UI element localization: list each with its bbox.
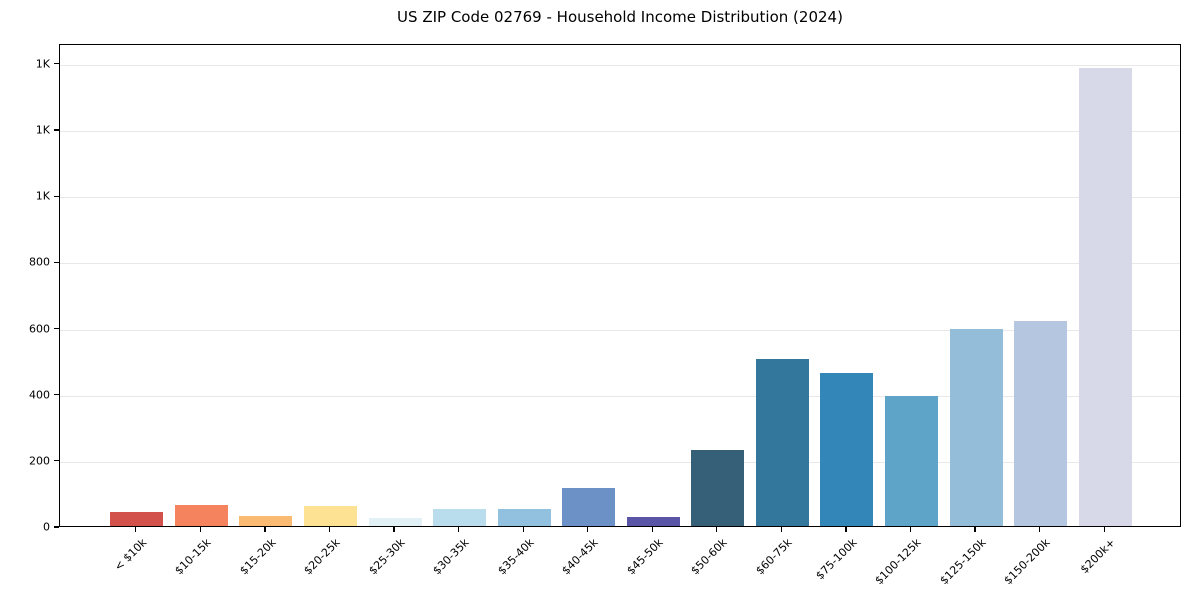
bar-75-100k bbox=[820, 373, 874, 526]
x-tick-mark bbox=[587, 527, 589, 532]
chart-title: US ZIP Code 02769 - Household Income Dis… bbox=[397, 8, 843, 26]
x-tick-label: $30-35k bbox=[430, 536, 472, 578]
x-tick-mark bbox=[974, 527, 976, 532]
x-tick-mark bbox=[135, 527, 137, 532]
y-tick-mark bbox=[54, 460, 59, 462]
x-tick-label: $45-50k bbox=[624, 536, 666, 578]
x-tick-label: $25-30k bbox=[365, 536, 408, 578]
bar-25-30k bbox=[368, 517, 422, 526]
bar-50-60k bbox=[691, 449, 745, 526]
y-tick-label: 800 bbox=[29, 255, 50, 269]
x-tick-label: $200k+ bbox=[1077, 536, 1118, 577]
x-tick-label: $10-15k bbox=[172, 536, 214, 578]
y-tick-mark bbox=[54, 327, 59, 330]
x-tick-mark bbox=[716, 527, 718, 532]
gridline bbox=[60, 197, 1180, 199]
bar-200k bbox=[1078, 67, 1132, 526]
gridline bbox=[60, 131, 1180, 132]
bar-40-45k bbox=[562, 487, 616, 526]
y-tick-mark bbox=[54, 261, 59, 263]
gridline bbox=[60, 461, 1180, 463]
gridline bbox=[60, 64, 1180, 66]
x-tick-mark bbox=[458, 527, 460, 532]
y-tick-label: 1K bbox=[35, 123, 50, 137]
bar-60-75k bbox=[755, 358, 809, 526]
bar-100-125k bbox=[885, 396, 938, 526]
x-tick-mark bbox=[522, 527, 524, 532]
bar-10k bbox=[110, 512, 164, 526]
bar-45-50k bbox=[626, 516, 680, 526]
bar-35-40k bbox=[497, 509, 551, 526]
y-tick-mark bbox=[54, 129, 59, 131]
y-tick-mark bbox=[54, 63, 59, 65]
y-tick-label: 1K bbox=[35, 189, 50, 203]
x-tick-label: $20-25k bbox=[301, 536, 343, 578]
bar-125-150k bbox=[949, 329, 1003, 526]
x-tick-label: $75-100k bbox=[812, 536, 860, 583]
plot-area bbox=[59, 44, 1181, 527]
y-tick-label: 200 bbox=[29, 454, 50, 468]
y-tick-mark bbox=[54, 195, 59, 197]
x-tick-mark bbox=[909, 527, 912, 532]
y-tick-label: 600 bbox=[29, 322, 50, 335]
x-tick-mark bbox=[328, 527, 331, 532]
x-tick-label: $35-40k bbox=[495, 536, 537, 578]
x-tick-label: $40-45k bbox=[559, 536, 601, 578]
x-tick-label: $125-150k bbox=[937, 536, 989, 588]
y-tick-mark bbox=[54, 526, 59, 528]
x-tick-mark bbox=[651, 527, 653, 532]
y-tick-label: 400 bbox=[29, 388, 50, 402]
x-tick-mark bbox=[845, 527, 847, 532]
bar-150-200k bbox=[1014, 320, 1068, 526]
x-tick-label: $50-60k bbox=[688, 536, 731, 578]
x-tick-mark bbox=[393, 527, 395, 532]
x-tick-mark bbox=[264, 527, 266, 532]
bar-15-20k bbox=[239, 516, 293, 526]
gridline bbox=[60, 263, 1180, 265]
y-tick-label: 0 bbox=[43, 520, 50, 534]
y-tick-mark bbox=[54, 394, 59, 396]
x-tick-mark bbox=[199, 527, 201, 532]
bar-20-25k bbox=[303, 506, 357, 526]
x-tick-mark bbox=[1103, 527, 1105, 532]
x-tick-label: $60-75k bbox=[753, 536, 795, 578]
x-tick-label: $15-20k bbox=[236, 536, 279, 578]
y-tick-label: 1K bbox=[35, 57, 50, 71]
x-tick-label: < $10k bbox=[111, 536, 150, 574]
gridline bbox=[60, 329, 1180, 331]
x-tick-label: $100-125k bbox=[872, 536, 924, 588]
x-tick-mark bbox=[1039, 527, 1041, 532]
bar-30-35k bbox=[433, 508, 487, 526]
x-tick-mark bbox=[780, 527, 782, 532]
bar-10-15k bbox=[174, 505, 228, 526]
x-tick-label: $150-200k bbox=[1001, 536, 1053, 588]
gridline bbox=[60, 395, 1180, 397]
